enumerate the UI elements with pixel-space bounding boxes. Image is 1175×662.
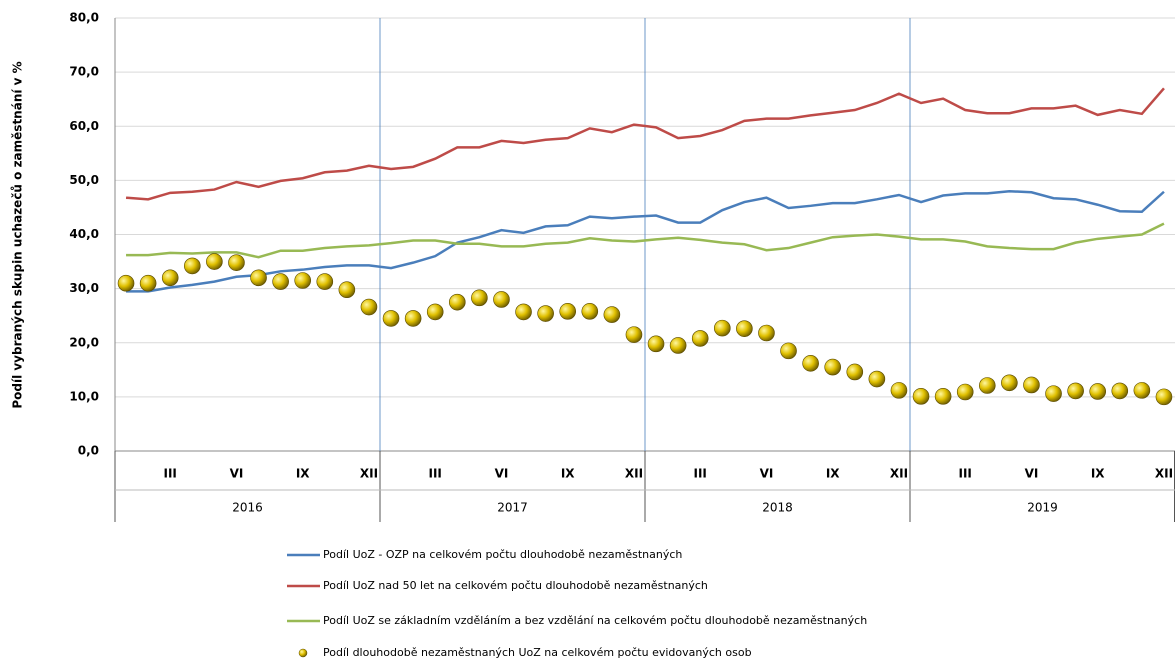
series-marker [161, 269, 179, 287]
series-marker [382, 310, 400, 327]
series-marker [603, 306, 621, 323]
series-marker [448, 293, 466, 311]
x-tick-label: VI [1025, 467, 1039, 481]
series-marker [890, 382, 908, 399]
series-marker [139, 274, 157, 292]
series-marker [802, 355, 819, 372]
series-marker [316, 273, 334, 290]
year-label: 2017 [497, 501, 528, 515]
legend-marker [298, 648, 308, 658]
series-marker [1133, 382, 1151, 399]
series-marker [691, 330, 709, 347]
y-axis-title: Podíl vybraných skupin uchazečů o zaměst… [11, 61, 25, 408]
series-marker [846, 363, 864, 381]
series-marker [824, 358, 842, 376]
series-marker [647, 335, 665, 353]
legend-label: Podíl dlouhodobě nezaměstnaných UoZ na c… [323, 646, 752, 659]
series-marker [1089, 383, 1107, 400]
series-marker [206, 253, 223, 270]
x-tick-label: VI [760, 467, 774, 481]
y-tick-label: 0,0 [78, 444, 99, 458]
series-marker [978, 377, 996, 394]
x-tick-label: IX [826, 467, 840, 481]
y-tick-label: 70,0 [69, 65, 99, 79]
series-marker [183, 257, 201, 275]
year-label: 2018 [762, 501, 793, 515]
series-marker [625, 326, 643, 343]
x-tick-label: VI [495, 467, 509, 481]
series-marker [780, 342, 797, 360]
y-tick-label: 20,0 [69, 335, 99, 349]
year-label: 2019 [1027, 501, 1058, 515]
x-tick-label: IX [1091, 467, 1105, 481]
series-marker [294, 272, 312, 289]
series-marker [537, 305, 554, 322]
x-tick-label: XII [890, 467, 908, 481]
series-marker [669, 337, 687, 354]
series-marker [471, 289, 488, 307]
x-tick-label: III [429, 467, 442, 481]
x-tick-label: VI [230, 467, 244, 481]
series-marker [559, 303, 577, 320]
series-marker [272, 273, 289, 290]
series-marker [404, 310, 422, 327]
y-tick-label: 80,0 [69, 11, 99, 25]
x-tick-label: XII [360, 467, 378, 481]
series-marker [515, 303, 532, 321]
series-line [125, 87, 1165, 201]
legend-label: Podíl UoZ nad 50 let na celkovém počtu d… [323, 579, 708, 592]
series-marker [912, 388, 930, 405]
x-tick-label: IX [296, 467, 310, 481]
series-marker [250, 269, 267, 287]
x-tick-label: XII [625, 467, 643, 481]
series-marker [1067, 382, 1084, 400]
y-tick-label: 50,0 [69, 173, 99, 187]
series-line [126, 189, 1165, 293]
series-marker [493, 291, 510, 308]
series-marker [736, 320, 753, 337]
series-marker [338, 281, 356, 299]
series-marker [713, 319, 731, 337]
x-tick-label: III [164, 467, 177, 481]
series-marker [1155, 388, 1173, 406]
x-tick-label: III [694, 467, 707, 481]
y-tick-label: 30,0 [69, 281, 99, 295]
y-tick-label: 60,0 [69, 119, 99, 133]
series-marker [228, 254, 245, 271]
legend-label: Podíl UoZ - OZP na celkovém počtu dlouho… [323, 548, 682, 561]
series-marker [1045, 385, 1062, 402]
x-tick-label: IX [561, 467, 575, 481]
series-marker [1111, 382, 1129, 400]
series-marker [868, 370, 886, 388]
series-marker [934, 388, 952, 405]
series-marker [426, 303, 444, 321]
series-line [126, 222, 1165, 259]
year-label: 2016 [232, 501, 263, 515]
series-marker [758, 324, 775, 342]
series-marker [581, 303, 599, 320]
series-marker [1023, 376, 1040, 394]
y-tick-label: 40,0 [69, 227, 99, 241]
x-tick-label: III [959, 467, 972, 481]
legend-label: Podíl UoZ se základním vzděláním a bez v… [323, 614, 867, 627]
y-tick-label: 10,0 [69, 389, 99, 403]
x-tick-label: XII [1155, 467, 1173, 481]
series-marker [360, 298, 378, 316]
series-marker [956, 383, 974, 401]
series-marker [1001, 374, 1018, 392]
series-marker [117, 274, 135, 292]
